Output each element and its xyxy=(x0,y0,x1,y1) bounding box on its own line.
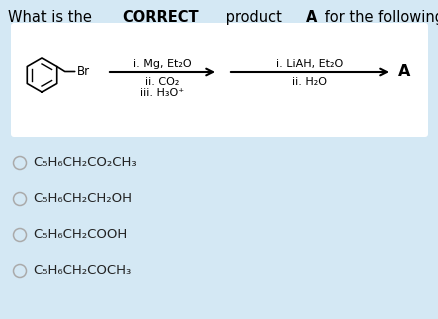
Text: ii. H₂O: ii. H₂O xyxy=(292,77,327,87)
Text: for the following reaction?: for the following reaction? xyxy=(320,10,438,25)
Text: A: A xyxy=(397,64,410,79)
Text: What is the: What is the xyxy=(8,10,96,25)
Text: C₅H₆CH₂CH₂OH: C₅H₆CH₂CH₂OH xyxy=(33,192,132,205)
Text: product: product xyxy=(221,10,286,25)
Text: i. LiAH, Et₂O: i. LiAH, Et₂O xyxy=(276,59,343,69)
Text: C₅H₆CH₂COCH₃: C₅H₆CH₂COCH₃ xyxy=(33,264,131,278)
FancyBboxPatch shape xyxy=(11,23,427,137)
Text: ii. CO₂: ii. CO₂ xyxy=(145,77,179,87)
Text: Br: Br xyxy=(77,65,90,78)
Text: CORRECT: CORRECT xyxy=(122,10,198,25)
Text: iii. H₃O⁺: iii. H₃O⁺ xyxy=(140,88,184,98)
Text: A: A xyxy=(305,10,316,25)
Text: C₅H₆CH₂COOH: C₅H₆CH₂COOH xyxy=(33,228,127,241)
Text: C₅H₆CH₂CO₂CH₃: C₅H₆CH₂CO₂CH₃ xyxy=(33,157,137,169)
Text: i. Mg, Et₂O: i. Mg, Et₂O xyxy=(133,59,191,69)
